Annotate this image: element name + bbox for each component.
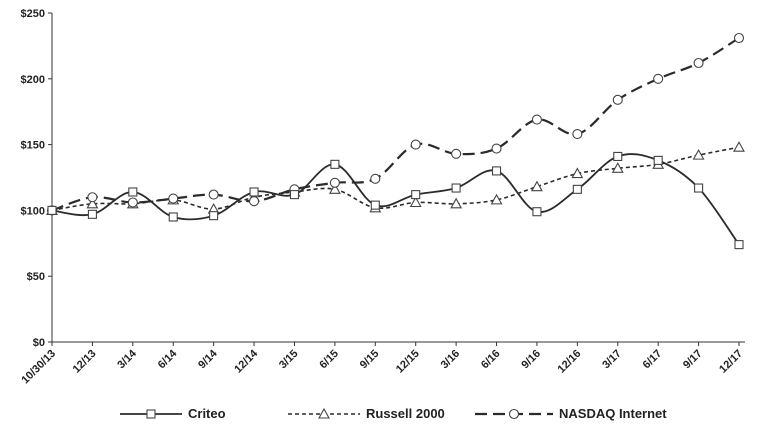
marker-circle-point <box>249 196 260 207</box>
y-tick-label: $250 <box>21 8 45 20</box>
marker-circle-point <box>693 57 704 69</box>
marker-circle-point <box>168 193 179 204</box>
series-line <box>51 37 740 212</box>
x-tick-label: 12/15 <box>394 348 422 376</box>
legend-item: NASDAQ Internet <box>475 406 667 421</box>
marker-square-point <box>694 183 704 193</box>
marker-square-point <box>87 209 97 219</box>
marker-circle-point <box>612 94 623 105</box>
x-tick-label: 9/15 <box>358 348 382 372</box>
x-tick-label: 12/14 <box>232 347 261 376</box>
marker-circle-point <box>572 129 583 140</box>
marker-square-point <box>168 212 178 222</box>
series-line <box>51 146 740 212</box>
marker-triangle-point <box>450 197 463 209</box>
x-tick-label: 9/17 <box>681 348 705 372</box>
y-tick-label: $0 <box>33 337 45 349</box>
marker-circle-point <box>87 192 98 203</box>
x-tick-label: 6/16 <box>479 348 503 372</box>
marker-triangle-legend <box>318 407 330 419</box>
legend-item: Criteo <box>120 406 226 421</box>
marker-triangle-point <box>86 197 99 209</box>
y-tick-label: $150 <box>21 140 45 152</box>
marker-circle-point <box>733 32 745 44</box>
marker-circle-legend <box>508 408 520 420</box>
marker-circle-point <box>127 197 138 208</box>
marker-square-point <box>330 159 340 169</box>
series-line <box>51 153 740 246</box>
marker-triangle-point <box>692 148 705 160</box>
x-tick-label: 12/16 <box>556 348 584 376</box>
x-tick-label: 3/14 <box>115 347 139 371</box>
marker-triangle-point <box>571 167 584 179</box>
legend-label: Russell 2000 <box>366 406 445 421</box>
x-tick-label: 9/16 <box>519 348 543 372</box>
marker-triangle-point <box>531 180 543 192</box>
marker-circle-point <box>531 114 542 125</box>
x-axis-tick-labels: 10/30/13 12/13 3/14 6/14 9/14 12/14 3/15 6/15 9/… <box>19 342 745 386</box>
marker-square-point <box>613 151 623 161</box>
marker-triangle-point <box>328 183 341 194</box>
x-tick-label: 3/16 <box>439 348 463 372</box>
marker-square-point <box>411 190 421 200</box>
marker-square-point <box>128 187 138 197</box>
x-tick-label: 12/17 <box>717 348 745 376</box>
marker-square-point <box>209 211 219 221</box>
marker-triangle-point <box>733 141 745 152</box>
series-lines <box>46 32 745 250</box>
marker-circle-point <box>208 189 219 200</box>
marker-triangle-point <box>490 193 503 205</box>
y-tick-label: $200 <box>21 74 45 86</box>
y-tick-label: $50 <box>27 271 45 283</box>
marker-square-legend <box>146 409 156 419</box>
marker-circle-point <box>451 148 462 159</box>
marker-square-point <box>491 166 502 176</box>
legend-item: Russell 2000 <box>288 406 445 421</box>
series-criteo <box>47 151 744 250</box>
x-tick-label: 12/13 <box>71 348 99 376</box>
series-nasdaq-internet <box>46 32 745 216</box>
marker-circle-point <box>370 173 381 184</box>
x-tick-label: 3/17 <box>600 348 624 372</box>
marker-square-point <box>734 240 744 250</box>
legend: Criteo Russell 2000 NASDAQ Internet <box>120 406 667 421</box>
marker-circle-point <box>491 143 502 154</box>
marker-triangle-point <box>611 162 624 173</box>
x-tick-label: 3/15 <box>277 348 301 372</box>
axes <box>51 13 745 343</box>
x-tick-label: 6/15 <box>317 348 341 372</box>
marker-circle-point <box>653 73 664 84</box>
marker-square-point <box>249 187 259 197</box>
x-tick-label: 6/17 <box>641 348 665 372</box>
marker-square-point <box>289 190 300 200</box>
marker-square-point <box>572 184 582 194</box>
legend-label: Criteo <box>188 406 226 421</box>
marker-circle-point <box>329 177 340 188</box>
marker-square-point <box>47 205 57 215</box>
marker-square-point <box>532 207 542 217</box>
x-tick-label: 10/30/13 <box>19 348 58 387</box>
marker-triangle-point <box>409 196 422 208</box>
y-tick-label: $100 <box>21 205 45 217</box>
marker-square-point <box>370 200 380 210</box>
y-axis-ticks: $0 $50 $100 $150 $200 $250 <box>21 8 52 349</box>
marker-square-point <box>451 183 461 193</box>
x-tick-label: 9/14 <box>196 347 220 371</box>
legend-label: NASDAQ Internet <box>559 406 667 421</box>
marker-circle-point <box>410 139 421 150</box>
marker-square-point <box>653 155 663 165</box>
x-tick-label: 6/14 <box>156 347 180 371</box>
